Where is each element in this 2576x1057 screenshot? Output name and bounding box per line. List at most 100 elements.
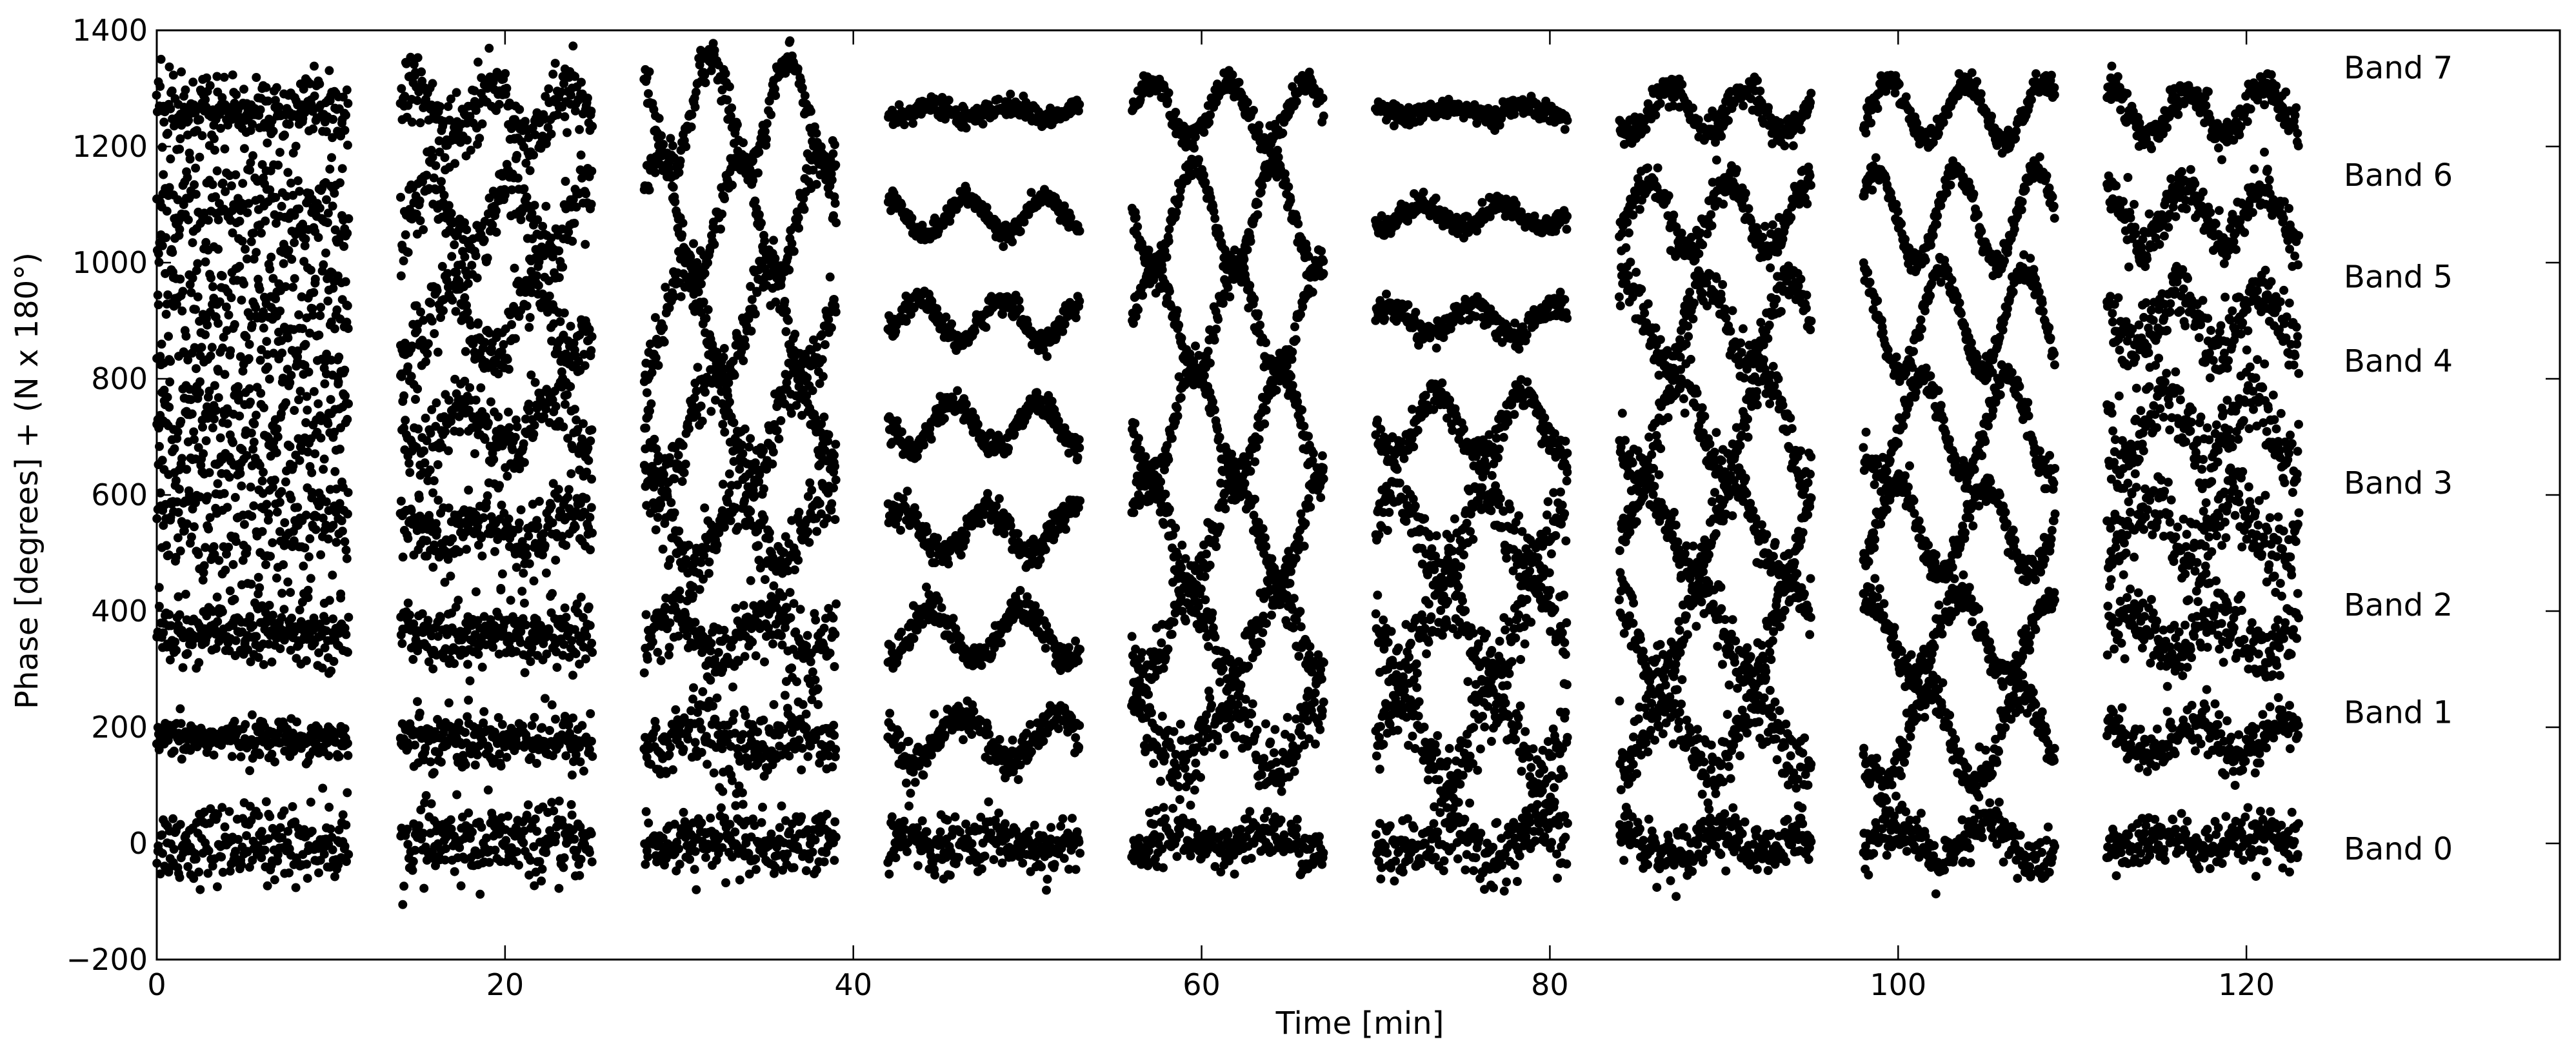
data-point: [1315, 725, 1325, 734]
data-point: [750, 821, 759, 830]
data-point: [795, 605, 805, 614]
data-point: [575, 871, 584, 880]
data-point: [1749, 840, 1759, 849]
data-point: [1409, 823, 1419, 833]
data-point: [519, 598, 529, 608]
data-point: [904, 736, 914, 746]
data-point: [1421, 839, 1430, 849]
data-point: [2187, 701, 2197, 710]
data-point: [830, 730, 839, 740]
data-point: [808, 667, 817, 677]
data-point: [757, 818, 766, 827]
data-point: [1186, 800, 1195, 810]
data-point: [426, 757, 435, 767]
data-point: [2124, 830, 2133, 840]
data-point: [690, 847, 700, 856]
data-point: [720, 813, 730, 823]
data-point: [679, 807, 688, 817]
data-point: [1763, 866, 1773, 875]
data-point: [1798, 819, 1808, 829]
data-point: [423, 616, 433, 625]
data-point: [334, 825, 344, 835]
data-point: [1944, 720, 1953, 729]
data-point: [1172, 770, 1182, 780]
data-point: [522, 810, 532, 820]
data-point: [903, 847, 912, 856]
data-point: [1798, 749, 1808, 758]
data-point: [671, 705, 681, 714]
data-point: [576, 854, 586, 864]
data-point: [1375, 765, 1384, 774]
data-point: [950, 812, 960, 821]
data-point: [2162, 707, 2172, 716]
data-point: [551, 831, 561, 841]
data-point: [455, 843, 464, 852]
data-point: [444, 698, 454, 708]
data-point: [263, 834, 273, 843]
data-point: [329, 657, 339, 666]
data-point: [234, 834, 243, 844]
data-point: [1244, 719, 1253, 729]
data-point: [1674, 717, 1684, 727]
data-point: [1236, 825, 1246, 834]
data-point: [828, 613, 838, 623]
data-point: [1703, 798, 1713, 808]
data-point: [1269, 748, 1279, 758]
data-point: [1502, 877, 1512, 887]
data-point: [794, 735, 804, 745]
data-point: [935, 827, 945, 837]
data-point: [267, 749, 277, 759]
data-point: [1430, 740, 1440, 749]
data-point: [783, 849, 792, 859]
data-point: [502, 752, 512, 762]
data-point: [709, 768, 719, 778]
data-point: [1635, 824, 1644, 834]
data-point: [738, 800, 748, 809]
data-point: [2285, 744, 2295, 754]
data-point: [725, 820, 735, 829]
data-point: [1658, 729, 1668, 739]
data-point: [257, 827, 266, 836]
data-point: [2262, 857, 2271, 867]
data-point: [245, 862, 254, 872]
data-point: [1666, 876, 1675, 885]
data-point: [1561, 707, 1570, 717]
data-point: [1461, 865, 1470, 875]
data-point: [680, 817, 690, 827]
data-point: [898, 832, 907, 842]
data-point: [1988, 769, 1997, 779]
data-point: [1144, 846, 1153, 856]
data-point: [1781, 857, 1791, 866]
data-point: [2241, 812, 2250, 822]
data-point: [1734, 733, 1744, 742]
data-point: [2213, 720, 2222, 729]
data-point: [552, 663, 562, 672]
data-point: [1015, 586, 1025, 595]
data-point: [1633, 714, 1643, 724]
data-point: [1469, 723, 1479, 732]
data-point: [512, 847, 522, 856]
data-point: [2205, 864, 2215, 873]
data-point: [260, 845, 270, 855]
data-point: [1372, 830, 1381, 840]
data-point: [672, 866, 681, 876]
data-point: [697, 818, 706, 828]
data-point: [415, 709, 424, 718]
data-point: [1453, 854, 1463, 863]
data-point: [706, 646, 715, 656]
data-point: [1492, 818, 1502, 827]
data-point: [204, 846, 214, 856]
data-point: [1295, 723, 1305, 732]
data-point: [1147, 839, 1157, 849]
data-point: [1621, 803, 1631, 812]
data-point: [1901, 807, 1911, 816]
data-point: [1064, 865, 1073, 874]
data-point: [1728, 803, 1738, 812]
data-point: [2293, 730, 2302, 740]
data-point: [2168, 815, 2178, 825]
data-point: [225, 866, 235, 876]
data-point: [1453, 798, 1463, 807]
data-point: [2001, 723, 2010, 732]
data-point: [176, 719, 186, 729]
data-point: [1270, 725, 1280, 734]
